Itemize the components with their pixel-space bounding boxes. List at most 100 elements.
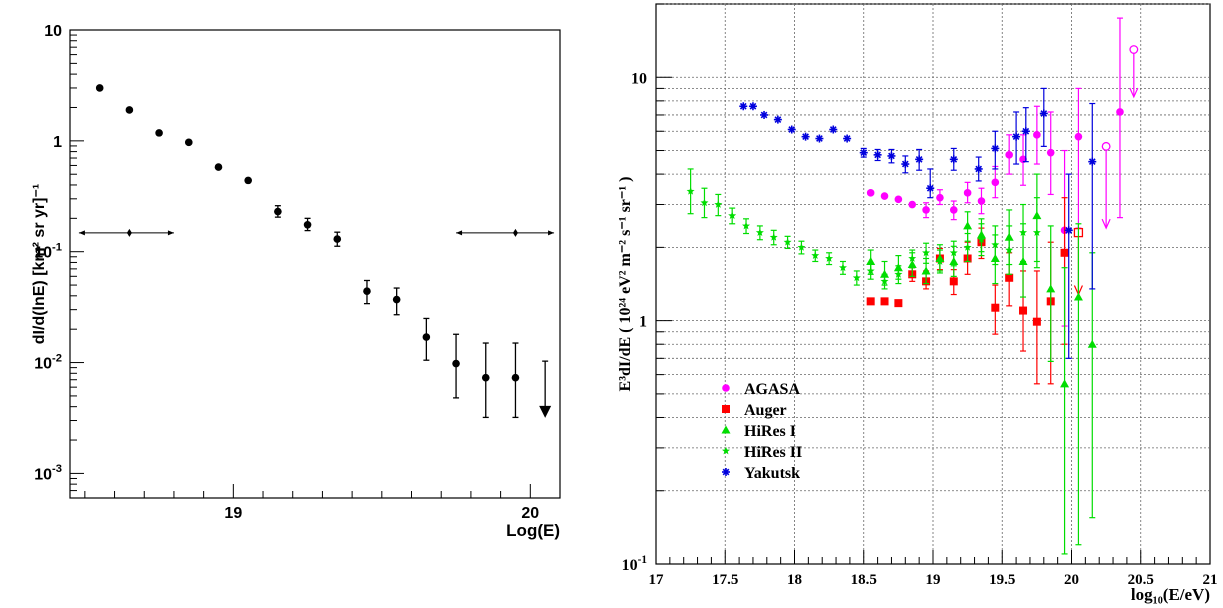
legend: AGASA Auger HiRes I HiRes II Yakutsk: [721, 381, 802, 482]
data-point-stroke: [739, 102, 747, 110]
data-point: [852, 273, 861, 282]
open-marker: [1101, 141, 1111, 151]
legend-marker-auger: [722, 405, 730, 413]
data-point: [1116, 108, 1124, 116]
legend-label: HiRes I: [744, 423, 796, 440]
data-point: [811, 251, 820, 260]
data-point: [363, 287, 371, 296]
data-point: [184, 138, 193, 147]
upper-limit-arrow: [1101, 218, 1111, 230]
data-point: [880, 297, 889, 306]
data-point: [755, 228, 764, 236]
open-marker: [1129, 45, 1139, 54]
x-tick-label: 19: [926, 572, 941, 588]
data-point: [783, 238, 792, 246]
data-point-stroke: [843, 135, 851, 142]
data-point: [936, 193, 944, 202]
data-point-stroke: [788, 126, 796, 133]
data-point: [1046, 148, 1055, 157]
left-data-layer: [78, 84, 555, 419]
data-point: [838, 263, 847, 272]
data-point: [894, 270, 903, 278]
data-point: [769, 233, 778, 241]
resolution-arrow-right: [167, 230, 174, 236]
data-point: [866, 297, 875, 306]
legend-marker-agasa: [722, 384, 730, 392]
data-point: [887, 151, 896, 160]
data-point: [511, 373, 520, 382]
data-point: [1019, 228, 1028, 236]
data-point-stroke: [860, 149, 868, 157]
data-point: [1012, 132, 1021, 141]
data-point: [901, 160, 910, 169]
data-point: [963, 189, 972, 197]
data-point: [773, 115, 782, 124]
data-point: [748, 102, 757, 111]
data-point: [974, 164, 983, 173]
data-point-stroke: [874, 151, 881, 159]
data-point-stroke: [1022, 127, 1030, 135]
data-point: [422, 333, 431, 341]
data-point: [303, 220, 312, 229]
x-tick-label: 20: [521, 505, 539, 522]
data-point: [1005, 273, 1014, 282]
right-chart: 10 1 10-1 17 17.5 18 18.5 19 19.5 20 20.5 21 AGASA…: [617, 3, 1218, 604]
right-x-tick-labels: 17 17.5 18 18.5 19 19.5 20 20.5 21: [649, 572, 1218, 588]
data-point: [880, 192, 889, 200]
data-point: [1005, 245, 1014, 254]
data-point: [125, 106, 134, 114]
upper-limit-arrow: [1129, 87, 1139, 99]
data-point: [481, 373, 490, 382]
data-point: [742, 221, 751, 230]
data-point: [991, 178, 1000, 187]
legend-marker-hires-i: [721, 425, 731, 434]
data-point: [915, 155, 924, 164]
data-point-stroke: [915, 155, 923, 163]
data-point: [894, 299, 903, 308]
data-point: [991, 303, 1000, 312]
data-point: [894, 195, 903, 204]
data-point: [1046, 284, 1056, 293]
data-point-stroke: [749, 102, 757, 110]
y-tick-label: 10-3: [34, 463, 62, 483]
data-point: [922, 248, 931, 257]
y-tick-label: 10-1: [622, 554, 648, 574]
left-axis-ticks: [70, 29, 561, 499]
data-point: [921, 266, 931, 275]
resolution-diamond: [512, 228, 518, 237]
data-point: [1060, 248, 1069, 257]
data-point: [274, 207, 282, 216]
data-point: [977, 235, 986, 244]
series-hires-ii: [686, 168, 1041, 290]
data-point: [859, 148, 868, 157]
data-point: [949, 155, 958, 164]
right-grid: [656, 3, 1210, 564]
data-point: [866, 266, 875, 275]
x-tick-label: 17: [649, 572, 665, 588]
legend-label: HiRes II: [744, 444, 802, 461]
data-point-stroke: [926, 184, 934, 192]
y-tick-label: 10: [631, 70, 647, 87]
data-point: [908, 200, 917, 209]
left-x-axis-title: Log(E): [506, 521, 560, 540]
data-point-stroke: [1088, 158, 1096, 166]
data-point-stroke: [901, 160, 909, 168]
right-data-layer: [686, 17, 1139, 555]
data-point-stroke: [816, 135, 823, 142]
y-tick-label: 10-2: [34, 352, 62, 372]
data-point: [963, 221, 973, 230]
data-point: [1033, 131, 1041, 139]
series-yakutsk: [739, 87, 1097, 359]
data-point: [1032, 228, 1041, 236]
data-point: [843, 134, 852, 143]
data-point: [739, 102, 748, 111]
x-tick-label: 20: [1064, 572, 1079, 588]
data-point-stroke: [802, 133, 809, 141]
data-point: [333, 235, 342, 243]
y-tick-label: 1: [639, 314, 647, 331]
data-point: [935, 257, 944, 265]
data-point: [963, 243, 972, 251]
x-tick-label: 19: [224, 505, 242, 522]
data-point: [1074, 132, 1083, 141]
